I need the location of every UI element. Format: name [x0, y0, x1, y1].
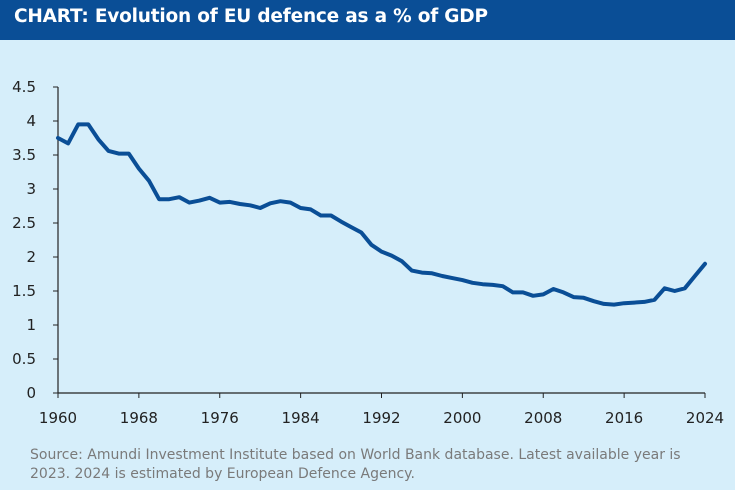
x-tick-label: 1960 — [39, 409, 77, 427]
y-tick-label: 4 — [26, 112, 36, 130]
y-tick-label: 0.5 — [12, 350, 36, 368]
x-tick-label: 2016 — [605, 409, 643, 427]
y-tick-label: 2.5 — [12, 214, 36, 232]
x-tick-label: 1992 — [362, 409, 400, 427]
y-tick-label: 3 — [26, 180, 36, 198]
y-tick-label: 0 — [26, 384, 36, 402]
line-chart: 0 0.5 1 1.5 2 2.5 3 3.5 4 4.5 1960 1968 1976 1984 1992… — [12, 78, 724, 427]
y-tick-label: 2 — [26, 248, 36, 266]
y-tick-label: 3.5 — [12, 146, 36, 164]
x-tick-label: 2008 — [524, 409, 562, 427]
chart-header: CHART: Evolution of EU defence as a % of… — [0, 0, 735, 40]
y-tick-label: 1 — [26, 316, 36, 334]
series-line — [56, 122, 707, 307]
x-tick-label: 2000 — [443, 409, 481, 427]
x-tick-label: 1984 — [282, 409, 320, 427]
chart-title: CHART: Evolution of EU defence as a % of… — [14, 6, 488, 27]
source-note: Source: Amundi Investment Institute base… — [30, 447, 681, 482]
y-tick-label: 4.5 — [12, 78, 36, 96]
y-tick-label: 1.5 — [12, 282, 36, 300]
x-tick-label: 1976 — [201, 409, 239, 427]
x-tick-label: 2024 — [686, 409, 724, 427]
x-tick-label: 1968 — [120, 409, 158, 427]
